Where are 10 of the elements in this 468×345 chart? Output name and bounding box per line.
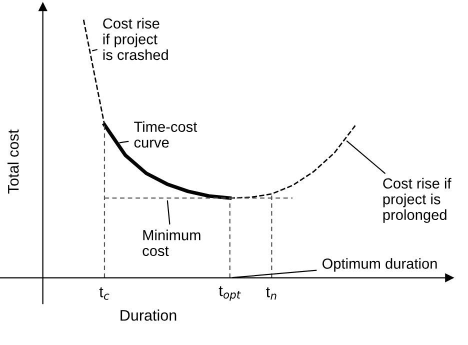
annotation: Time-cost curve xyxy=(134,121,198,148)
annotation: Optimum duration xyxy=(322,258,437,272)
x-tick-label: t$_{n}$ xyxy=(266,287,276,300)
annotation: Cost rise if project is crashed xyxy=(103,18,168,60)
x-axis-title: Duration xyxy=(120,310,176,321)
y-axis-title: Total cost xyxy=(8,130,19,194)
annotation: Minimum cost xyxy=(142,230,200,256)
x-tick-label: t$_{c}$ xyxy=(99,287,110,300)
text: Cost rise if project is prolonged xyxy=(383,178,452,223)
x-tick-label: t$_{opt}$ xyxy=(218,286,241,301)
